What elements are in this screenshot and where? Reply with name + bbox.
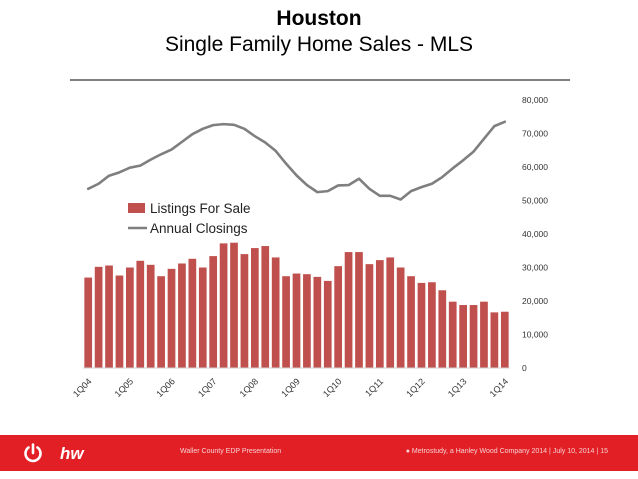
legend-label-closings: Annual Closings [150,221,248,236]
bar [198,267,207,368]
x-tick-label: 1Q13 [446,376,469,399]
footer-separator: | [549,448,551,455]
footer-bar: hw Waller County EDP Presentation ● Metr… [0,435,638,471]
x-tick-label: 1Q09 [279,376,302,399]
bar [386,257,395,368]
bar [146,264,155,368]
bar [313,276,322,368]
x-tick-label: 1Q05 [113,376,136,399]
power-icon [24,443,42,463]
legend-swatch-listings [128,203,145,213]
x-tick-label: 1Q11 [363,376,385,398]
slide-title: Houston Single Family Home Sales - MLS [0,6,638,58]
footer-credit: Metrostudy, a Hanley Wood Company 2014 [411,448,548,455]
hanley-wood-logo: hw [60,444,85,463]
bar [355,252,363,368]
bar [105,265,113,368]
bar [209,256,218,368]
x-tick-label: 1Q08 [238,376,261,399]
bar [500,311,509,368]
svg-text:hw: hw [60,444,85,463]
bar [230,242,238,368]
bar [448,301,457,368]
bar [417,282,426,368]
footer-page-number: 15 [600,448,608,455]
bar [271,257,280,368]
footer-date: July 10, 2014 [552,448,595,455]
bullet-icon: ● [405,448,410,455]
x-tick-label: 1Q04 [71,376,94,399]
bar [303,274,311,368]
y-tick-label: 80,000 [522,95,548,105]
bar [375,260,384,368]
bar [136,260,145,368]
bar [188,258,197,368]
footer-separator: | [596,448,599,455]
bar [84,277,93,368]
bar [428,282,436,368]
bar [282,276,290,368]
bar [115,275,124,368]
y-tick-label: 30,000 [522,263,548,273]
line-series-annual-closings [86,120,507,201]
y-tick-label: 70,000 [522,129,548,139]
title-subtitle: Single Family Home Sales - MLS [164,33,474,56]
chart: 0 10,000 20,000 30,000 40,000 50,000 60,000 70,… [71,95,548,399]
bar [240,254,249,368]
bar [438,290,447,368]
y-tick-label: 10,000 [522,330,548,340]
bar [480,301,488,368]
bar [157,276,165,368]
bar [396,267,405,368]
y-tick-label: 50,000 [522,196,548,206]
bar [167,268,176,368]
x-tick-label: 1Q06 [154,376,177,399]
y-tick-label: 0 [522,363,527,373]
title-divider [70,79,570,81]
bar [219,243,228,368]
bar [344,252,353,368]
bar [178,263,186,368]
y-tick-label: 40,000 [522,229,548,239]
x-tick-label: 1Q07 [196,376,219,399]
y-tick-label: 60,000 [522,162,548,172]
title-main: Houston [276,7,362,30]
x-tick-label: 1Q10 [321,376,344,399]
y-tick-label: 20,000 [522,296,548,306]
bar [334,266,343,368]
bar [365,264,374,368]
x-tick-label: 1Q12 [404,376,427,399]
footer-presentation-name: Waller County EDP Presentation [180,448,282,455]
bar [490,312,499,368]
bar [250,248,259,368]
bar [126,267,134,368]
x-tick-label: 1Q14 [488,376,511,399]
footer-credits: ● Metrostudy, a Hanley Wood Company 2014… [406,448,608,455]
bar [261,246,270,368]
bar [292,273,301,368]
bar [459,305,467,368]
legend-label-listings: Listings For Sale [150,201,251,216]
bar [94,266,103,368]
bar [469,305,478,368]
bar [323,280,332,368]
bar [407,276,415,368]
